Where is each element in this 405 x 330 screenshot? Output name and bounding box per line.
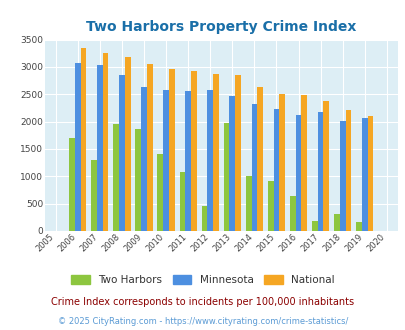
Bar: [135, 129, 141, 231]
Bar: [229, 96, 234, 231]
Bar: [234, 75, 240, 231]
Bar: [91, 160, 97, 231]
Bar: [245, 176, 251, 231]
Bar: [119, 75, 124, 231]
Bar: [301, 95, 307, 231]
Bar: [339, 121, 345, 231]
Bar: [97, 65, 102, 231]
Bar: [69, 138, 75, 231]
Bar: [75, 63, 81, 231]
Bar: [157, 154, 163, 231]
Bar: [141, 87, 147, 231]
Bar: [147, 64, 152, 231]
Bar: [251, 104, 257, 231]
Legend: Two Harbors, Minnesota, National: Two Harbors, Minnesota, National: [67, 271, 338, 289]
Bar: [168, 69, 174, 231]
Bar: [323, 101, 328, 231]
Bar: [179, 173, 185, 231]
Bar: [273, 109, 279, 231]
Bar: [124, 56, 130, 231]
Bar: [163, 90, 168, 231]
Bar: [361, 118, 367, 231]
Bar: [333, 214, 339, 231]
Bar: [295, 115, 301, 231]
Bar: [267, 181, 273, 231]
Bar: [289, 196, 295, 231]
Bar: [201, 206, 207, 231]
Bar: [102, 53, 108, 231]
Bar: [311, 221, 317, 231]
Bar: [185, 91, 191, 231]
Bar: [317, 112, 323, 231]
Text: Crime Index corresponds to incidents per 100,000 inhabitants: Crime Index corresponds to incidents per…: [51, 297, 354, 307]
Bar: [345, 110, 350, 231]
Bar: [257, 87, 262, 231]
Text: © 2025 CityRating.com - https://www.cityrating.com/crime-statistics/: © 2025 CityRating.com - https://www.city…: [58, 317, 347, 326]
Bar: [213, 74, 218, 231]
Bar: [367, 115, 373, 231]
Bar: [191, 71, 196, 231]
Bar: [279, 94, 284, 231]
Bar: [207, 90, 213, 231]
Bar: [113, 124, 119, 231]
Title: Two Harbors Property Crime Index: Two Harbors Property Crime Index: [86, 20, 356, 34]
Bar: [223, 123, 229, 231]
Bar: [355, 222, 361, 231]
Bar: [81, 49, 86, 231]
